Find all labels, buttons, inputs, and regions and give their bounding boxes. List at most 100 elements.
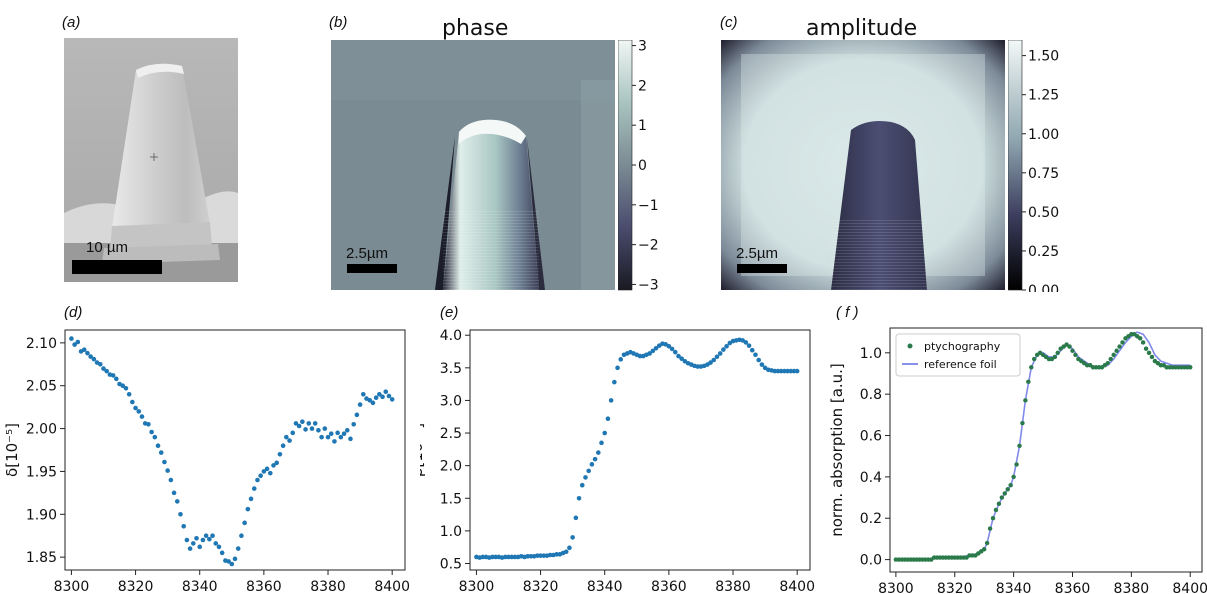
colorbar-tick-label: 3: [638, 40, 647, 55]
data-point: [911, 557, 916, 562]
data-point: [753, 352, 758, 358]
x-tick-label: 8400: [1172, 581, 1207, 594]
data-point: [126, 391, 132, 397]
data-point: [332, 439, 337, 444]
data-point: [300, 419, 305, 425]
y-tick-label: 3.0: [440, 393, 462, 409]
data-point: [316, 427, 321, 433]
colorbar-tick-label: 0.75: [1028, 166, 1059, 182]
data-point: [509, 554, 514, 560]
data-point: [341, 431, 347, 437]
data-point: [261, 469, 267, 474]
data-point: [120, 383, 126, 389]
data-point: [1108, 357, 1113, 362]
data-point: [264, 466, 270, 472]
x-tick-label: 8320: [118, 579, 154, 594]
data-point: [1114, 348, 1119, 353]
data-point: [618, 357, 624, 362]
data-point: [367, 397, 373, 403]
x-tick-label: 8400: [374, 579, 410, 594]
data-point: [1008, 483, 1013, 488]
data-point: [165, 468, 170, 473]
data-point: [1094, 365, 1099, 370]
data-point: [746, 343, 752, 348]
data-point: [72, 342, 77, 347]
data-point: [778, 368, 784, 374]
panel-a-label: (a): [62, 14, 81, 31]
data-point: [976, 551, 981, 556]
data-point: [993, 507, 998, 512]
data-point: [935, 555, 940, 560]
data-point: [319, 434, 324, 440]
legend-label: ptychography: [924, 340, 1001, 353]
data-point: [383, 389, 389, 395]
data-point: [110, 373, 116, 378]
phase-colorbar: 3 2 1 0 −1 −2 −3: [618, 40, 658, 292]
amplitude-scalebar-label: 2.5µm: [736, 245, 778, 262]
data-point: [943, 555, 948, 560]
legend-marker: [907, 343, 913, 349]
data-point: [535, 553, 540, 558]
data-point: [964, 555, 969, 560]
data-point: [97, 361, 103, 367]
data-point: [1135, 334, 1140, 339]
data-point: [235, 546, 241, 551]
y-axis-label: norm. absorption [a.u.]: [828, 363, 846, 537]
data-point: [213, 541, 219, 546]
data-point: [1120, 340, 1125, 345]
data-point: [200, 537, 206, 543]
data-point: [187, 546, 193, 551]
x-tick-label: 8380: [715, 579, 751, 594]
data-point: [996, 501, 1001, 506]
data-point: [75, 339, 81, 345]
x-tick-label: 8300: [459, 579, 495, 594]
data-point: [123, 385, 129, 391]
data-point: [1046, 357, 1051, 362]
data-point: [1091, 365, 1096, 370]
x-tick-label: 8340: [587, 579, 623, 594]
data-point: [1020, 421, 1025, 426]
data-point: [280, 443, 286, 449]
data-point: [69, 336, 74, 341]
data-point: [229, 561, 235, 567]
data-point: [1035, 352, 1040, 357]
data-point: [1029, 365, 1034, 370]
data-point: [361, 391, 366, 397]
data-point: [85, 350, 90, 356]
colorbar-tick-label: 0.00: [1028, 283, 1059, 292]
data-point: [955, 555, 960, 560]
data-point: [248, 496, 254, 502]
data-point: [666, 344, 672, 349]
data-point: [284, 434, 289, 440]
data-point: [277, 451, 283, 457]
data-point: [267, 470, 273, 476]
chart-absorption: 8300 8320 8340 8360 8380 8400 0.0 0.2 0.4 0.6 0.8 1…: [828, 327, 1207, 594]
data-point: [146, 421, 151, 427]
y-tick-label: 4.0: [440, 328, 462, 344]
data-point: [902, 557, 907, 562]
data-point: [191, 541, 196, 546]
data-point: [1005, 487, 1010, 492]
data-point: [567, 545, 572, 551]
amplitude-image: 2.5µm: [721, 40, 1005, 290]
data-point: [293, 421, 299, 426]
data-point: [612, 379, 617, 385]
sem-image: 10 µm: [64, 38, 238, 282]
data-point: [88, 354, 93, 359]
phase-image-drawing: [331, 40, 615, 290]
data-point: [1170, 365, 1175, 370]
data-point: [139, 414, 145, 419]
data-point: [1011, 474, 1016, 479]
data-point: [772, 368, 778, 374]
x-tick-label: 8340: [182, 579, 218, 594]
data-point: [1182, 365, 1187, 370]
data-point: [512, 554, 518, 560]
data-point: [328, 431, 334, 437]
data-point: [1161, 363, 1166, 368]
data-point: [923, 557, 928, 562]
data-point: [724, 344, 729, 349]
y-tick-label: 3.5: [440, 361, 462, 377]
data-point: [775, 368, 781, 374]
y-tick-label: 0.6: [860, 429, 882, 445]
data-point: [1052, 354, 1057, 359]
